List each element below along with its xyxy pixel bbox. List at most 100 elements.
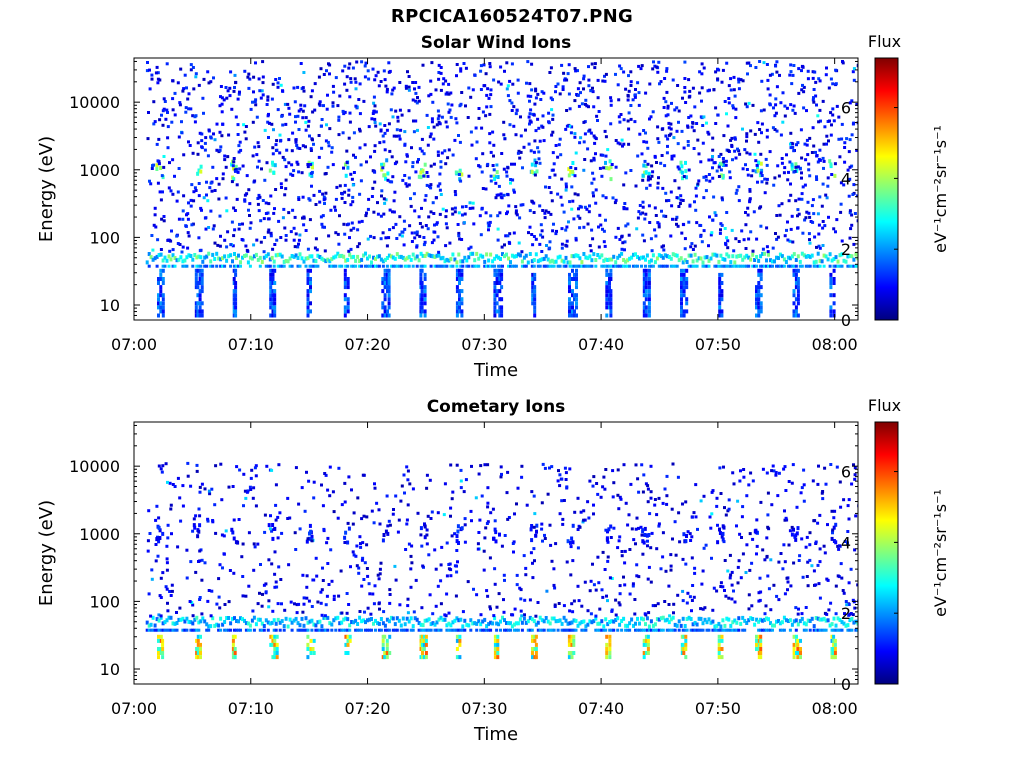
heatmap-cell: [433, 223, 436, 227]
heatmap-cell: [264, 254, 268, 259]
heatmap-cell: [245, 248, 249, 252]
heatmap-cell: [762, 108, 766, 112]
heatmap-cell: [364, 61, 368, 65]
heatmap-cell: [290, 163, 294, 167]
heatmap-cell: [687, 95, 691, 99]
heatmap-cell: [312, 142, 315, 146]
heatmap-cell: [659, 616, 663, 621]
heatmap-cell: [794, 162, 798, 167]
heatmap-cell: [691, 121, 695, 125]
heatmap-cell: [198, 301, 202, 306]
heatmap-cell: [381, 313, 385, 318]
heatmap-cell: [422, 642, 426, 647]
heatmap-cell: [414, 170, 418, 174]
heatmap-cell: [553, 603, 557, 607]
heatmap-cell: [833, 655, 837, 660]
x-tick-label: 07:40: [578, 335, 624, 354]
heatmap-cell: [850, 617, 854, 621]
heatmap-cell: [507, 264, 510, 268]
heatmap-cell: [622, 258, 626, 262]
heatmap-cell: [815, 178, 819, 181]
heatmap-cell: [683, 258, 687, 263]
heatmap-cell: [332, 618, 336, 623]
heatmap-cell: [519, 203, 523, 207]
heatmap-cell: [493, 174, 497, 179]
heatmap-cell: [199, 206, 203, 210]
heatmap-cell: [663, 253, 667, 258]
heatmap-cell: [737, 254, 741, 258]
heatmap-cell: [722, 160, 726, 164]
heatmap-cell: [506, 84, 510, 88]
heatmap-cell: [657, 524, 661, 528]
heatmap-cell: [531, 655, 534, 660]
heatmap-cell: [419, 175, 423, 180]
heatmap-cell: [789, 182, 792, 186]
heatmap-cell: [481, 110, 485, 114]
heatmap-cell: [569, 166, 573, 169]
heatmap-cell: [227, 616, 231, 620]
heatmap-cell: [477, 116, 481, 120]
heatmap-cell: [484, 526, 488, 530]
heatmap-cell: [722, 134, 726, 138]
heatmap-cell: [372, 101, 376, 105]
heatmap-cell: [762, 61, 766, 65]
heatmap-cell: [302, 596, 306, 600]
heatmap-cell: [600, 264, 604, 268]
heatmap-cell: [188, 600, 192, 603]
heatmap-cell: [620, 264, 624, 268]
heatmap-cell: [545, 244, 548, 247]
heatmap-cell: [728, 170, 732, 174]
heatmap-cell: [200, 578, 204, 582]
heatmap-cell: [436, 109, 440, 113]
heatmap-cell: [173, 91, 177, 95]
heatmap-cell: [747, 264, 751, 268]
heatmap-cell: [789, 584, 793, 588]
heatmap-cell: [778, 252, 782, 257]
heatmap-cell: [628, 592, 632, 596]
heatmap-cell: [533, 512, 537, 516]
heatmap-cell: [282, 628, 286, 632]
heatmap-cell: [586, 222, 590, 226]
heatmap-cell: [620, 554, 624, 558]
heatmap-cell: [746, 213, 750, 217]
heatmap-cell: [646, 178, 650, 182]
heatmap-cell: [396, 119, 400, 123]
heatmap-cell: [514, 264, 518, 268]
heatmap-cell: [522, 145, 526, 149]
heatmap-cell: [173, 174, 176, 178]
heatmap-cell: [221, 622, 225, 627]
heatmap-cell: [332, 598, 336, 601]
heatmap-cell: [782, 171, 786, 175]
heatmap-cell: [644, 651, 648, 655]
heatmap-cell: [330, 628, 334, 632]
heatmap-cell: [651, 628, 655, 632]
heatmap-cell: [394, 494, 398, 498]
heatmap-cell: [218, 214, 222, 218]
heatmap-cell: [745, 139, 748, 143]
heatmap-cell: [780, 264, 784, 268]
heatmap-cell: [388, 69, 392, 73]
heatmap-cell: [629, 80, 633, 84]
heatmap-cell: [401, 255, 405, 260]
heatmap-cell: [610, 619, 614, 624]
heatmap-cell: [620, 251, 624, 256]
heatmap-cell: [493, 651, 497, 655]
heatmap-cell: [395, 128, 399, 132]
heatmap-cell: [679, 256, 683, 261]
heatmap-cell: [526, 619, 530, 624]
heatmap-cell: [232, 206, 236, 210]
heatmap-cell: [673, 179, 677, 183]
heatmap-cell: [427, 617, 431, 622]
heatmap-cell: [531, 647, 534, 651]
heatmap-cell: [413, 236, 417, 240]
heatmap-cell: [358, 127, 361, 131]
heatmap-cell: [734, 156, 738, 160]
heatmap-cell: [423, 522, 426, 527]
heatmap-cell: [343, 201, 347, 204]
heatmap-cell: [270, 255, 274, 260]
heatmap-cell: [564, 182, 568, 186]
heatmap-cell: [479, 253, 483, 258]
heatmap-cell: [783, 114, 787, 118]
heatmap-cell: [759, 305, 763, 310]
heatmap-cell: [516, 252, 520, 257]
